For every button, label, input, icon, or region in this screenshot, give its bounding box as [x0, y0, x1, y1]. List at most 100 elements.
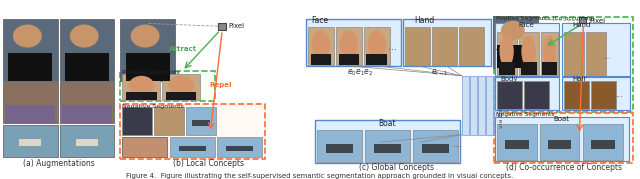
FancyBboxPatch shape	[226, 146, 253, 151]
FancyBboxPatch shape	[19, 139, 41, 146]
FancyBboxPatch shape	[3, 82, 58, 123]
FancyBboxPatch shape	[62, 105, 112, 123]
FancyBboxPatch shape	[308, 27, 334, 65]
FancyBboxPatch shape	[586, 32, 606, 75]
FancyBboxPatch shape	[367, 54, 387, 65]
Text: Face: Face	[312, 16, 328, 25]
Text: (c) Global Concepts: (c) Global Concepts	[359, 163, 435, 172]
Ellipse shape	[169, 76, 194, 95]
FancyBboxPatch shape	[492, 14, 638, 166]
FancyBboxPatch shape	[60, 82, 115, 123]
Text: Negative Segments: Negative Segments	[495, 112, 554, 117]
Ellipse shape	[312, 31, 330, 58]
FancyBboxPatch shape	[405, 27, 430, 65]
FancyBboxPatch shape	[154, 107, 184, 135]
Ellipse shape	[340, 31, 357, 58]
FancyBboxPatch shape	[120, 104, 265, 159]
FancyBboxPatch shape	[497, 45, 533, 68]
FancyBboxPatch shape	[339, 54, 359, 65]
FancyBboxPatch shape	[163, 74, 200, 100]
FancyBboxPatch shape	[504, 141, 529, 149]
Text: Hand: Hand	[415, 16, 435, 25]
FancyBboxPatch shape	[310, 54, 332, 65]
FancyBboxPatch shape	[186, 107, 216, 135]
FancyBboxPatch shape	[564, 81, 589, 109]
FancyBboxPatch shape	[305, 14, 490, 166]
FancyBboxPatch shape	[126, 93, 157, 100]
Ellipse shape	[131, 25, 159, 47]
Ellipse shape	[502, 21, 524, 40]
FancyBboxPatch shape	[495, 77, 559, 110]
Text: (b) Local Concepts: (b) Local Concepts	[173, 159, 244, 168]
FancyBboxPatch shape	[76, 139, 98, 146]
Ellipse shape	[522, 36, 535, 66]
FancyBboxPatch shape	[563, 23, 630, 76]
Text: ...: ...	[616, 90, 623, 99]
FancyBboxPatch shape	[120, 71, 215, 101]
FancyBboxPatch shape	[120, 19, 175, 81]
FancyBboxPatch shape	[65, 53, 109, 81]
FancyBboxPatch shape	[461, 76, 468, 135]
Text: Negative Segments: Negative Segments	[122, 104, 184, 109]
Text: Pixel: Pixel	[589, 18, 605, 24]
FancyBboxPatch shape	[495, 117, 629, 161]
Text: Figure 4.  Figure illustrating the self-supervised semantic segmentation approac: Figure 4. Figure illustrating the self-s…	[126, 173, 514, 179]
FancyBboxPatch shape	[60, 125, 115, 156]
FancyBboxPatch shape	[118, 14, 303, 166]
FancyBboxPatch shape	[326, 144, 353, 153]
FancyBboxPatch shape	[520, 62, 536, 75]
FancyBboxPatch shape	[122, 137, 167, 158]
Ellipse shape	[543, 36, 556, 66]
Text: ...: ...	[604, 52, 611, 61]
Text: $e_0e_1e_2$: $e_0e_1e_2$	[347, 68, 373, 78]
Text: Boat: Boat	[378, 119, 396, 128]
FancyBboxPatch shape	[518, 32, 538, 75]
FancyBboxPatch shape	[413, 130, 458, 162]
FancyBboxPatch shape	[166, 93, 196, 100]
FancyBboxPatch shape	[365, 130, 410, 162]
FancyBboxPatch shape	[547, 141, 572, 149]
Text: (d) Co-occurrence of Concepts: (d) Co-occurrence of Concepts	[506, 163, 623, 172]
FancyBboxPatch shape	[192, 120, 210, 126]
Text: $e_{i-1}$: $e_{i-1}$	[431, 68, 449, 78]
FancyBboxPatch shape	[317, 130, 362, 162]
FancyBboxPatch shape	[541, 32, 559, 75]
Text: ...: ...	[388, 42, 397, 52]
Ellipse shape	[13, 25, 41, 47]
FancyBboxPatch shape	[336, 27, 362, 65]
FancyBboxPatch shape	[497, 81, 522, 109]
FancyBboxPatch shape	[579, 17, 586, 23]
FancyBboxPatch shape	[8, 53, 52, 81]
FancyBboxPatch shape	[306, 19, 401, 66]
Text: (a) Augmentations: (a) Augmentations	[22, 159, 95, 168]
FancyBboxPatch shape	[493, 76, 500, 135]
FancyBboxPatch shape	[60, 19, 115, 81]
Text: Positive Segments: Positive Segments	[122, 70, 180, 75]
FancyBboxPatch shape	[122, 74, 161, 100]
Ellipse shape	[500, 36, 513, 66]
FancyBboxPatch shape	[422, 144, 449, 153]
FancyBboxPatch shape	[179, 146, 206, 151]
FancyBboxPatch shape	[486, 76, 493, 135]
FancyBboxPatch shape	[170, 137, 215, 158]
FancyBboxPatch shape	[364, 27, 390, 65]
FancyBboxPatch shape	[542, 62, 557, 75]
FancyBboxPatch shape	[3, 19, 58, 81]
FancyBboxPatch shape	[493, 113, 634, 163]
Text: Body: Body	[501, 76, 518, 82]
FancyBboxPatch shape	[432, 27, 457, 65]
Text: ...: ...	[453, 139, 462, 149]
FancyBboxPatch shape	[403, 19, 491, 66]
FancyBboxPatch shape	[563, 77, 630, 110]
FancyBboxPatch shape	[493, 16, 538, 68]
FancyBboxPatch shape	[217, 137, 262, 158]
FancyBboxPatch shape	[497, 32, 516, 75]
FancyBboxPatch shape	[374, 144, 401, 153]
FancyBboxPatch shape	[122, 107, 152, 135]
FancyBboxPatch shape	[584, 124, 623, 160]
FancyBboxPatch shape	[591, 81, 616, 109]
Text: Attract: Attract	[169, 46, 197, 52]
FancyBboxPatch shape	[5, 105, 55, 123]
FancyBboxPatch shape	[477, 76, 484, 135]
Text: Boat: Boat	[554, 117, 570, 122]
